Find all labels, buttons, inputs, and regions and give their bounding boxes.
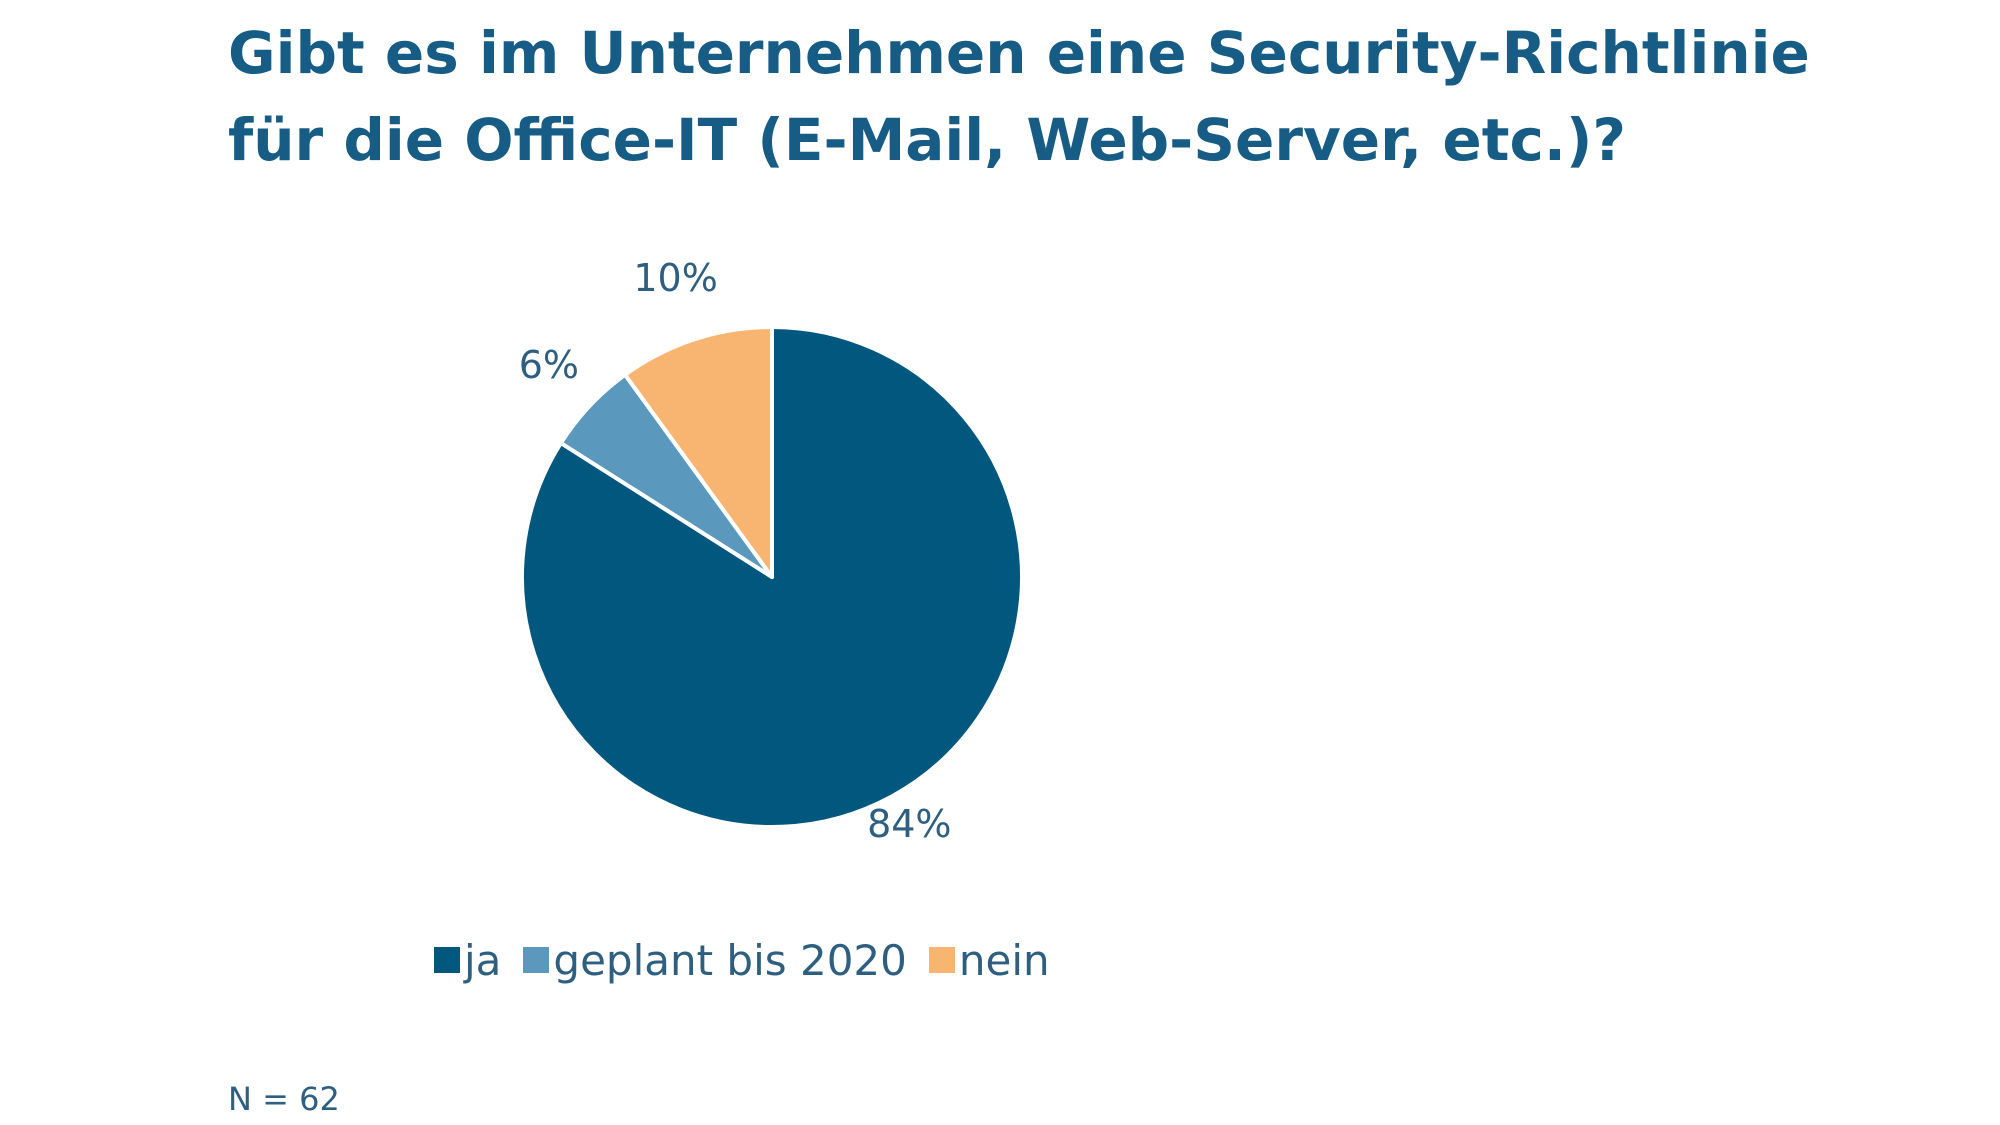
chart-title-line-2: für die Office-IT (E-Mail, Web-Server, e… — [228, 106, 1627, 174]
pie-slices — [520, 325, 1024, 829]
pie-slice-nein — [623, 325, 774, 579]
legend-item-geplant: geplant bis 2020 — [523, 935, 907, 985]
chart-legend: ja geplant bis 2020 nein — [434, 930, 1072, 990]
legend-label-geplant: geplant bis 2020 — [553, 935, 907, 985]
pie-label-ja: 84% — [867, 802, 951, 846]
legend-label-nein: nein — [958, 935, 1050, 985]
chart-title-line-1: Gibt es im Unternehmen eine Security-Ric… — [228, 19, 1810, 87]
pie-label-geplant: 6% — [519, 343, 579, 387]
chart-title: Gibt es im Unternehmen eine Security-Ric… — [228, 10, 1828, 184]
sample-size-note: N = 62 — [228, 1080, 340, 1118]
legend-swatch-ja — [434, 947, 460, 973]
legend-item-nein: nein — [928, 935, 1050, 985]
pie-value-labels: 84% 6% 10% — [519, 256, 952, 846]
legend-item-ja: ja — [434, 936, 501, 985]
legend-swatch-nein — [928, 947, 955, 973]
legend-label-ja: ja — [464, 935, 502, 985]
pie-label-nein: 10% — [633, 256, 717, 300]
legend-swatch-geplant — [523, 947, 550, 973]
